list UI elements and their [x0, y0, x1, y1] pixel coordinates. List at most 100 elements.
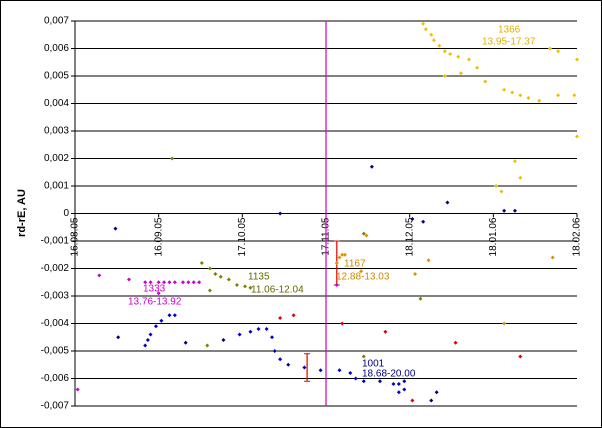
point — [499, 189, 504, 194]
point — [361, 379, 366, 384]
point — [334, 261, 339, 265]
point — [364, 233, 369, 238]
point — [361, 354, 366, 359]
point — [426, 258, 431, 263]
point — [369, 164, 374, 169]
point — [467, 57, 472, 62]
point — [213, 272, 218, 276]
point — [197, 280, 202, 285]
y-axis-label: rd-rE, AU — [16, 189, 28, 237]
point — [421, 219, 426, 224]
point — [448, 52, 453, 56]
point — [286, 362, 291, 367]
y-tick-label: -0,001 — [41, 236, 70, 247]
point — [248, 285, 253, 290]
annotation: 1333 — [143, 284, 166, 295]
point — [431, 38, 436, 43]
point — [318, 368, 323, 373]
point — [278, 357, 283, 362]
point — [278, 211, 283, 216]
point — [270, 335, 275, 340]
point — [518, 93, 523, 98]
point — [75, 387, 80, 392]
point — [434, 390, 439, 395]
point — [199, 261, 204, 265]
point — [153, 324, 158, 329]
point — [291, 313, 296, 318]
annotation: 1366 — [498, 25, 521, 36]
point — [337, 368, 342, 373]
point — [518, 175, 523, 180]
point — [159, 318, 164, 323]
point — [413, 272, 418, 276]
point — [167, 313, 172, 318]
y-tick-label: -0,002 — [41, 263, 70, 274]
point — [183, 340, 188, 345]
point — [442, 74, 447, 78]
point — [512, 208, 517, 213]
x-tick-label: 18.12.05 — [404, 217, 415, 256]
point — [148, 332, 153, 337]
point — [337, 255, 342, 260]
point — [145, 338, 150, 342]
point — [342, 252, 347, 257]
point — [237, 332, 242, 337]
point — [359, 269, 364, 274]
point — [575, 134, 579, 139]
point — [218, 274, 223, 279]
point — [234, 283, 239, 287]
point — [264, 327, 269, 331]
point — [167, 280, 172, 285]
point — [156, 291, 161, 296]
y-tick-label: 0,003 — [44, 126, 69, 137]
point — [340, 321, 345, 326]
y-tick-label: 0,002 — [44, 153, 69, 164]
point — [97, 273, 102, 278]
point — [556, 93, 561, 98]
point — [456, 54, 461, 59]
point — [442, 49, 447, 54]
point — [512, 159, 517, 164]
y-tick-label: -0,004 — [41, 318, 70, 329]
y-tick-label: -0,005 — [41, 346, 70, 357]
point — [143, 343, 148, 348]
point — [186, 280, 191, 285]
point — [475, 65, 480, 70]
y-tick-label: 0,001 — [44, 181, 69, 192]
point — [221, 338, 226, 342]
annotation: 11.06-12.04 — [251, 285, 304, 296]
point — [126, 277, 131, 282]
y-tick-label: 0,007 — [44, 16, 69, 27]
point — [402, 379, 407, 384]
point — [172, 313, 177, 318]
point — [502, 87, 507, 92]
point — [243, 284, 248, 289]
point — [556, 49, 561, 54]
point — [353, 376, 358, 381]
annotation: 13.76-13.92 — [128, 297, 182, 308]
point — [391, 382, 396, 386]
point — [445, 200, 450, 205]
point — [423, 27, 428, 32]
point — [526, 96, 531, 100]
point — [537, 98, 542, 103]
point — [113, 226, 118, 231]
point — [548, 46, 553, 51]
point — [550, 255, 555, 260]
point — [383, 329, 388, 334]
point — [272, 349, 277, 353]
y-tick-label: 0,005 — [44, 71, 69, 82]
annotation: 1167 — [344, 259, 366, 270]
point — [572, 93, 577, 98]
point — [421, 21, 426, 26]
point — [410, 398, 415, 403]
point — [334, 283, 339, 287]
y-tick-label: -0,006 — [41, 373, 70, 384]
point — [510, 90, 515, 95]
point — [453, 340, 458, 345]
x-tick-label: 17.10.05 — [237, 217, 248, 256]
point — [226, 277, 231, 282]
y-tick-label: -0,007 — [41, 401, 70, 412]
point — [148, 280, 153, 285]
y-tick-label: -0,003 — [41, 291, 70, 302]
